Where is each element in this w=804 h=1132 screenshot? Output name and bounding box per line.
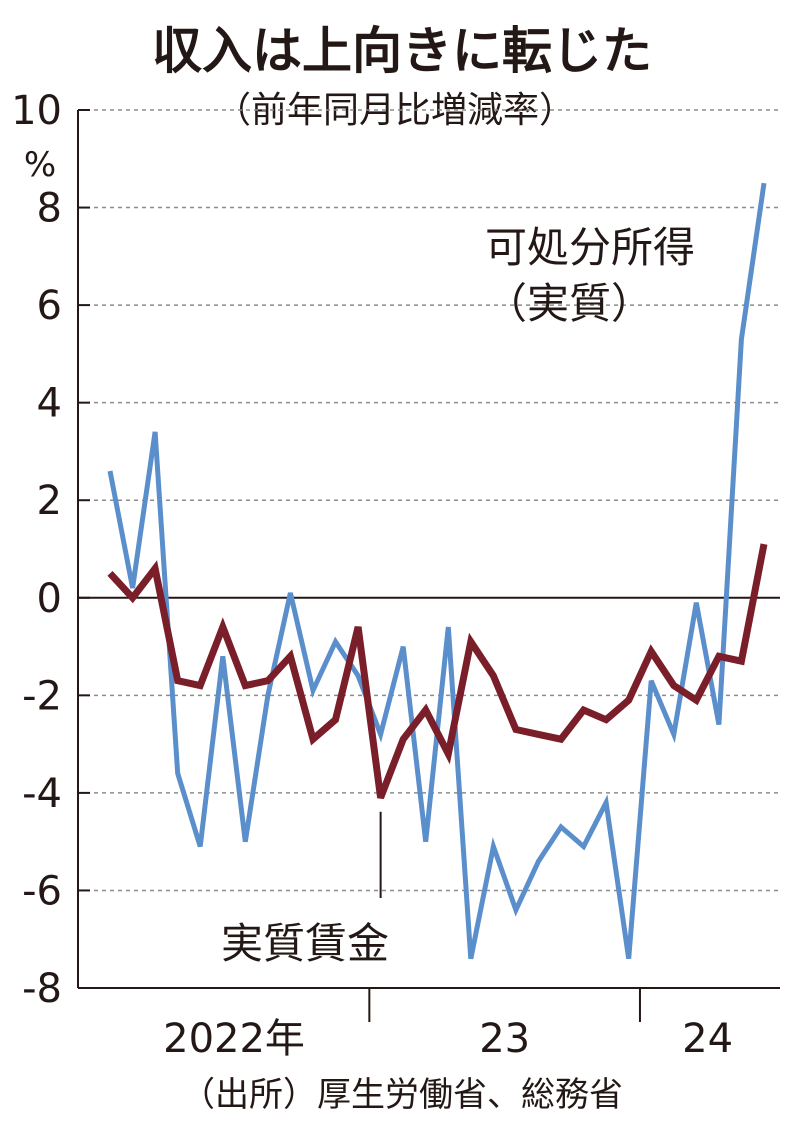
x-tick-label: 2022年 — [163, 1016, 305, 1062]
x-tick-label: 23 — [479, 1016, 530, 1062]
chart-subtitle: （前年同月比増減率） — [215, 90, 575, 131]
y-tick-label: -6 — [22, 868, 62, 914]
series-label-disposable-income: （実質） — [485, 279, 653, 328]
source-note: （出所）厚生労働省、総務省 — [181, 1075, 623, 1115]
grid — [78, 109, 780, 989]
x-tick-label: 24 — [682, 1016, 733, 1062]
series-line-disposable-income — [107, 182, 767, 960]
y-unit-label: % — [24, 145, 56, 185]
series-label-real-wages: 実質賃金 — [221, 919, 389, 968]
series-line-real-wages — [107, 543, 768, 800]
y-tick-label: 2 — [37, 478, 62, 524]
y-tick-label: 4 — [37, 381, 62, 427]
y-tick-label: -8 — [22, 966, 62, 1012]
y-tick-labels: 10 8 6 4 2 0 -2 -4 -6 -8 — [11, 88, 62, 1012]
y-tick-label: 6 — [37, 283, 62, 329]
y-tick-label: 10 — [11, 88, 62, 134]
chart-title: 収入は上向きに転じた — [152, 22, 652, 80]
x-tick-labels: 2022年 23 24 — [163, 1016, 733, 1062]
axes — [77, 110, 780, 1022]
series-lines — [107, 182, 768, 960]
series-label-disposable-income: 可処分所得 — [485, 223, 695, 272]
y-tick-label: 8 — [37, 186, 62, 232]
series-labels: 可処分所得 （実質） 実質賃金 — [221, 223, 695, 968]
y-tick-label: -2 — [22, 673, 62, 719]
y-tick-label: -4 — [22, 771, 62, 817]
y-tick-label: 0 — [37, 576, 62, 622]
